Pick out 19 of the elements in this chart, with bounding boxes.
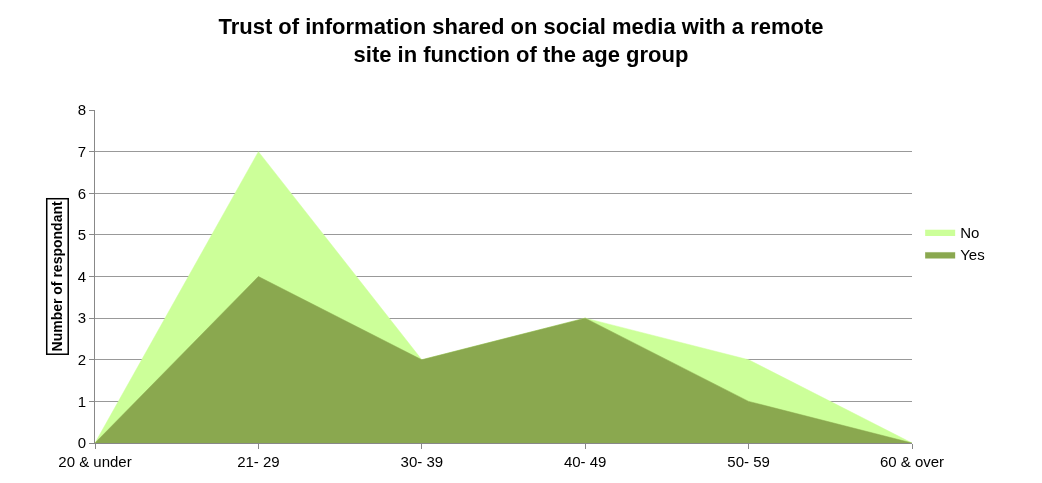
y-tick-label: 7	[77, 142, 86, 160]
y-tick-label: 8	[77, 101, 86, 119]
y-tick-label: 3	[77, 309, 86, 327]
y-tick-label: 5	[77, 226, 86, 244]
y-axis-title: Number of respondant	[49, 201, 66, 352]
legend-label: Yes	[960, 246, 985, 264]
x-tick-label: 40- 49	[563, 453, 607, 470]
y-tick-label: 0	[77, 434, 86, 452]
y-tick-label: 1	[77, 392, 86, 410]
x-tick-label: 50- 59	[727, 453, 770, 470]
chart-title: Trust of information shared on social media with a remote site in function of the age group	[218, 13, 824, 68]
y-tick-label: 2	[77, 351, 86, 368]
x-tick-label: 60 & over	[879, 453, 945, 470]
y-tick-label: 6	[77, 184, 86, 202]
x-tick-label: 21- 29	[237, 453, 280, 470]
y-tick-label: 4	[77, 267, 86, 285]
legend-label: No	[960, 223, 980, 241]
x-tick-label: 20 & under	[58, 453, 132, 470]
x-tick-label: 30- 39	[400, 453, 444, 470]
